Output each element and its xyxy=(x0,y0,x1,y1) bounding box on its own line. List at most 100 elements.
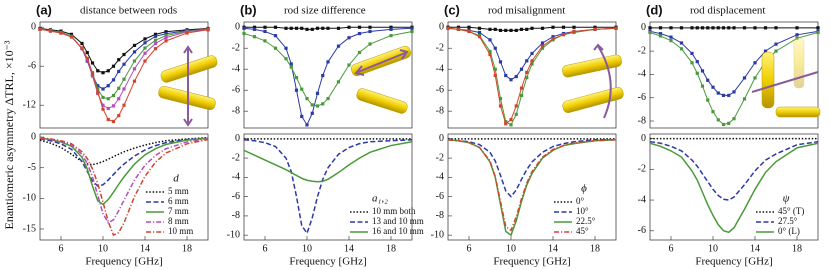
data-marker xyxy=(519,27,524,31)
data-marker xyxy=(294,88,299,92)
data-marker xyxy=(164,30,168,34)
data-marker xyxy=(525,70,529,74)
data-marker xyxy=(368,25,372,29)
data-marker xyxy=(530,62,534,66)
data-marker xyxy=(795,26,799,30)
y-tick-label: -6 xyxy=(638,225,646,236)
y-tick-label: -6 xyxy=(28,61,36,72)
y-tick-label: -4 xyxy=(638,194,646,205)
data-marker xyxy=(690,51,694,56)
data-marker xyxy=(263,25,267,29)
data-marker xyxy=(509,123,513,127)
data-marker xyxy=(326,26,330,30)
data-marker xyxy=(706,98,710,102)
panel: 0 -2 -4 -6 6 10 14 18 Frequency [GHz] 45° (T)27.5… xyxy=(638,133,819,268)
data-marker xyxy=(284,57,288,61)
data-marker xyxy=(69,32,74,36)
legend-label: 8 mm xyxy=(168,216,189,226)
y-tick-label: -12 xyxy=(23,100,36,111)
data-marker xyxy=(572,25,576,29)
data-marker xyxy=(310,27,314,31)
data-marker xyxy=(117,97,121,101)
data-marker xyxy=(525,27,529,31)
series-line xyxy=(39,136,209,166)
plot-frame xyxy=(447,133,617,241)
legend-label: 27.5° xyxy=(778,216,798,226)
rod xyxy=(761,51,775,109)
data-marker xyxy=(122,77,126,81)
data-marker xyxy=(357,25,362,29)
legend-label: 0° xyxy=(576,196,585,206)
legend-title: a₁,₂ xyxy=(372,193,388,205)
panel: 0 -2 -4 -6 -8 -10 6 10 14 18 Frequency [GHz] 0°10°2… xyxy=(431,133,617,268)
data-marker xyxy=(347,25,351,29)
data-marker xyxy=(711,85,715,89)
data-marker xyxy=(164,32,168,36)
data-marker xyxy=(456,25,461,29)
x-tick-label: 18 xyxy=(792,243,802,254)
data-marker xyxy=(669,35,673,39)
legend-label: 10 mm both xyxy=(372,206,416,216)
series-line xyxy=(447,27,617,125)
data-marker xyxy=(488,52,492,57)
x-tick-label: 10 xyxy=(506,243,516,254)
rod xyxy=(562,87,624,113)
data-marker xyxy=(101,103,105,107)
data-marker xyxy=(695,60,699,64)
data-marker xyxy=(732,90,736,94)
arrow xyxy=(183,45,193,127)
series-line xyxy=(243,27,413,126)
data-marker xyxy=(488,49,492,53)
data-marker xyxy=(530,26,534,30)
data-marker xyxy=(695,26,699,30)
y-tick-label: -4 xyxy=(638,69,646,80)
y-tick-label: -2 xyxy=(232,43,240,54)
data-marker xyxy=(300,114,304,119)
data-marker xyxy=(310,103,314,107)
data-marker xyxy=(410,29,414,34)
data-marker xyxy=(132,67,137,71)
y-tick-label: -8 xyxy=(638,115,646,126)
x-tick-label: 14 xyxy=(548,243,558,254)
data-marker xyxy=(816,30,820,35)
data-marker xyxy=(446,26,450,30)
x-tick-label: 18 xyxy=(386,243,396,254)
x-tick-label: 18 xyxy=(182,243,192,254)
panel-label: (a) xyxy=(36,2,52,17)
data-marker xyxy=(658,26,663,30)
data-marker xyxy=(80,41,84,46)
data-marker xyxy=(732,26,736,30)
panel: (a) distance between rods 0 -6 -12 xyxy=(23,2,210,129)
data-marker xyxy=(132,50,137,54)
data-marker xyxy=(561,32,566,37)
data-marker xyxy=(514,28,518,32)
data-marker xyxy=(206,28,210,32)
data-marker xyxy=(164,39,168,43)
arrow xyxy=(593,43,612,119)
data-marker xyxy=(774,49,778,53)
x-tick-label: 10 xyxy=(302,243,312,254)
data-marker xyxy=(727,93,731,97)
data-marker xyxy=(122,62,126,66)
data-marker xyxy=(96,87,100,91)
data-marker xyxy=(816,26,820,30)
data-marker xyxy=(48,29,53,33)
data-marker xyxy=(310,111,314,115)
x-tick-label: 6 xyxy=(263,243,268,254)
data-marker xyxy=(551,35,555,39)
data-marker xyxy=(732,117,736,121)
panel-title: distance between rods xyxy=(80,5,177,17)
y-tick-label: 0 xyxy=(641,22,646,33)
data-marker xyxy=(368,42,372,46)
y-tick-label: -10 xyxy=(23,193,36,204)
data-marker xyxy=(153,47,158,51)
data-marker xyxy=(540,41,545,45)
data-marker xyxy=(509,28,513,32)
data-marker xyxy=(679,41,684,45)
data-marker xyxy=(85,50,89,55)
y-tick-label: -10 xyxy=(227,229,240,240)
data-marker xyxy=(514,104,518,108)
x-tick-label: 6 xyxy=(669,243,674,254)
y-tick-label: 0 xyxy=(439,22,444,33)
